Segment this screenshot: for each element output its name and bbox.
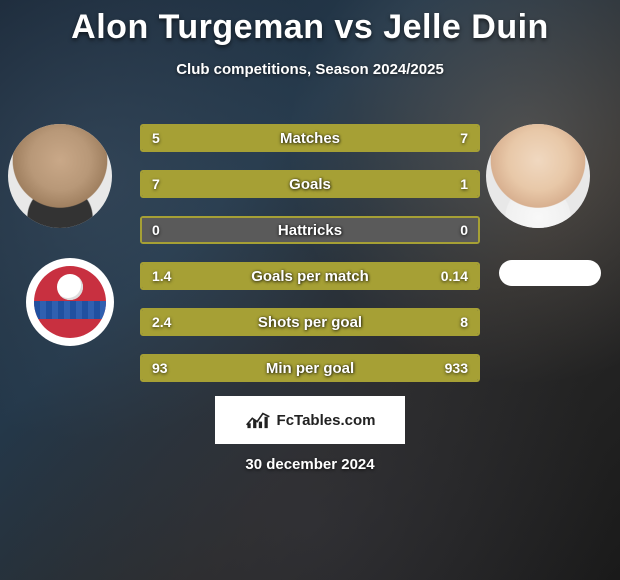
stat-row: 57Matches <box>140 124 480 152</box>
stat-row: 1.40.14Goals per match <box>140 262 480 290</box>
stat-row: 2.48Shots per goal <box>140 308 480 336</box>
avatar-placeholder-icon <box>486 124 590 228</box>
source-badge: FcTables.com <box>215 396 405 444</box>
player-left-avatar <box>8 124 112 228</box>
club-logo-icon <box>34 266 106 338</box>
subtitle: Club competitions, Season 2024/2025 <box>0 61 620 78</box>
stat-label: Matches <box>142 126 478 150</box>
stat-row: 00Hattricks <box>140 216 480 244</box>
club-right-logo <box>499 260 601 286</box>
stats-panel: 57Matches 71Goals 00Hattricks 1.40.14Goals … <box>140 124 480 400</box>
stat-label: Hattricks <box>142 218 478 242</box>
stat-label: Shots per goal <box>142 310 478 334</box>
comparison-card: Alon Turgeman vs Jelle Duin Club competi… <box>0 0 620 580</box>
bar-chart-icon <box>245 409 271 431</box>
stat-row: 71Goals <box>140 170 480 198</box>
stat-label: Goals per match <box>142 264 478 288</box>
avatar-placeholder-icon <box>8 124 112 228</box>
date-label: 30 december 2024 <box>0 456 620 473</box>
stat-label: Goals <box>142 172 478 196</box>
stat-label: Min per goal <box>142 356 478 380</box>
badge-text: FcTables.com <box>277 412 376 429</box>
stat-row: 93933Min per goal <box>140 354 480 382</box>
club-left-logo <box>26 258 114 346</box>
player-right-avatar <box>486 124 590 228</box>
page-title: Alon Turgeman vs Jelle Duin <box>0 0 620 47</box>
